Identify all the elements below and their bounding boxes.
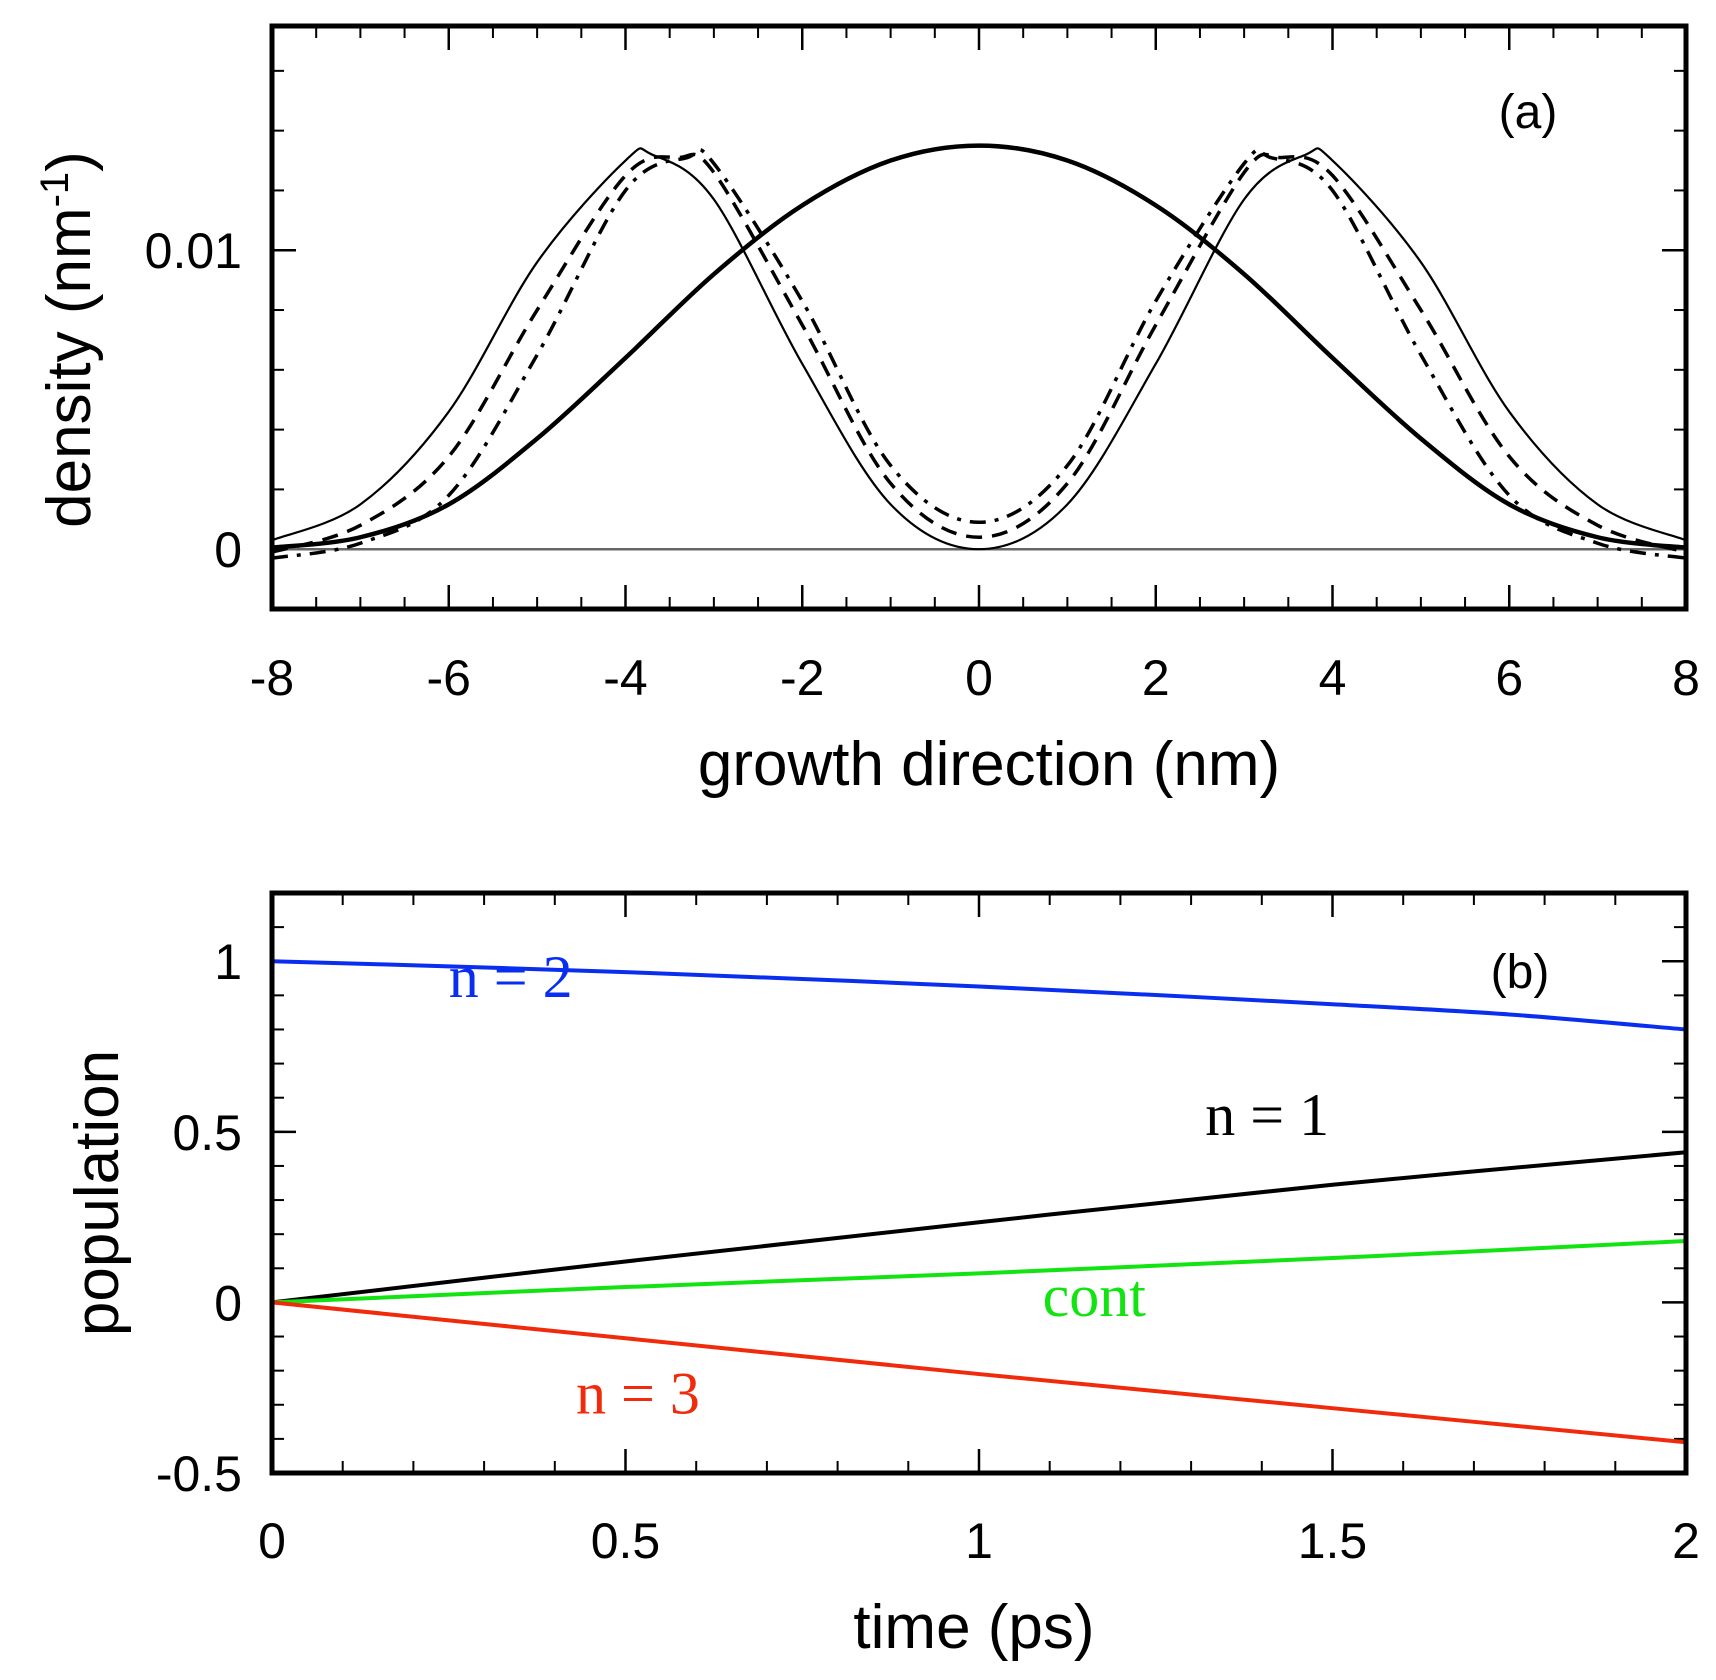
- panel-a-y-axis-title-superscript: -1: [33, 172, 77, 208]
- panel-b-y-tick-label: 1: [214, 934, 242, 990]
- panel-b-y-tick-label: -0.5: [156, 1446, 242, 1502]
- series-excited-state: [271, 147, 1687, 551]
- series-n=3: [271, 1300, 1687, 1445]
- panel-a-y-tick-label: 0.01: [145, 223, 242, 279]
- panel-b-frame: [269, 890, 1689, 1476]
- panel-b-x-tick-label: 0.5: [591, 1513, 661, 1569]
- panel-a-frame: [269, 23, 1689, 612]
- series-n=2: [271, 959, 1687, 1032]
- panel-a-y-axis-title-end: ): [35, 151, 104, 172]
- panel-a-x-axis-title: growth direction (nm): [698, 730, 1280, 799]
- series-dash-dot: [271, 148, 1687, 560]
- panel-b-x-tick-label: 2: [1672, 1513, 1700, 1569]
- panel-a-density: -8 -6 -4 -2 0 2 4 6 8 00.01 growth direction (nm…: [33, 23, 1700, 799]
- series-label-n=1: n = 1: [1205, 1082, 1329, 1148]
- panel-a-y-tick-labels: 00.01: [145, 223, 242, 578]
- panel-b-x-axis-title: time (ps): [853, 1593, 1094, 1662]
- panel-a-x-tick-labels: -8 -6 -4 -2 0 2 4 6 8: [250, 650, 1700, 706]
- panel-a-x-tick-label: -2: [780, 650, 824, 706]
- panel-b-y-tick-label: 0: [214, 1275, 242, 1331]
- panel-b-y-axis-title: population: [63, 1050, 132, 1336]
- panel-b-x-tick-labels: 0 0.5 1 1.5 2: [258, 1513, 1700, 1569]
- panel-a-x-tick-label: 4: [1319, 650, 1347, 706]
- panel-a-x-tick-label: -4: [603, 650, 647, 706]
- panel-b-x-tick-label: 0: [258, 1513, 286, 1569]
- panel-a-x-tick-label: 0: [965, 650, 993, 706]
- panel-a-y-tick-label: 0: [214, 522, 242, 578]
- series-dashed: [271, 152, 1687, 554]
- panel-b-series: [271, 959, 1687, 1445]
- series-cont: [271, 1239, 1687, 1305]
- series-label-cont: cont: [1043, 1263, 1147, 1329]
- panel-a-series: [271, 143, 1687, 560]
- panel-a-label: (a): [1499, 86, 1558, 139]
- series-ground-state: [271, 143, 1687, 550]
- series-n=1: [271, 1150, 1687, 1305]
- panel-b-y-tick-labels: -0.5 0 0.5 1: [156, 934, 242, 1502]
- panel-a-x-tick-label: -8: [250, 650, 294, 706]
- panel-a-x-tick-label: -6: [427, 650, 471, 706]
- panel-a-y-axis-title-main: density (nm: [35, 207, 104, 527]
- panel-a-x-tick-label: 6: [1495, 650, 1523, 706]
- panel-b-y-tick-label: 0.5: [172, 1105, 242, 1161]
- panel-a-y-axis-title: density (nm-1): [33, 151, 104, 528]
- panel-a-x-tick-label: 8: [1672, 650, 1700, 706]
- panel-b-series-labels: n = 2 n = 1 cont n = 3: [449, 944, 1329, 1426]
- series-label-n=3: n = 3: [576, 1360, 700, 1426]
- panel-a-x-tick-label: 2: [1142, 650, 1170, 706]
- series-label-n=2: n = 2: [449, 944, 573, 1010]
- panel-b-x-tick-label: 1: [965, 1513, 993, 1569]
- panel-b-label: (b): [1491, 946, 1550, 999]
- panel-b-x-tick-label: 1.5: [1298, 1513, 1368, 1569]
